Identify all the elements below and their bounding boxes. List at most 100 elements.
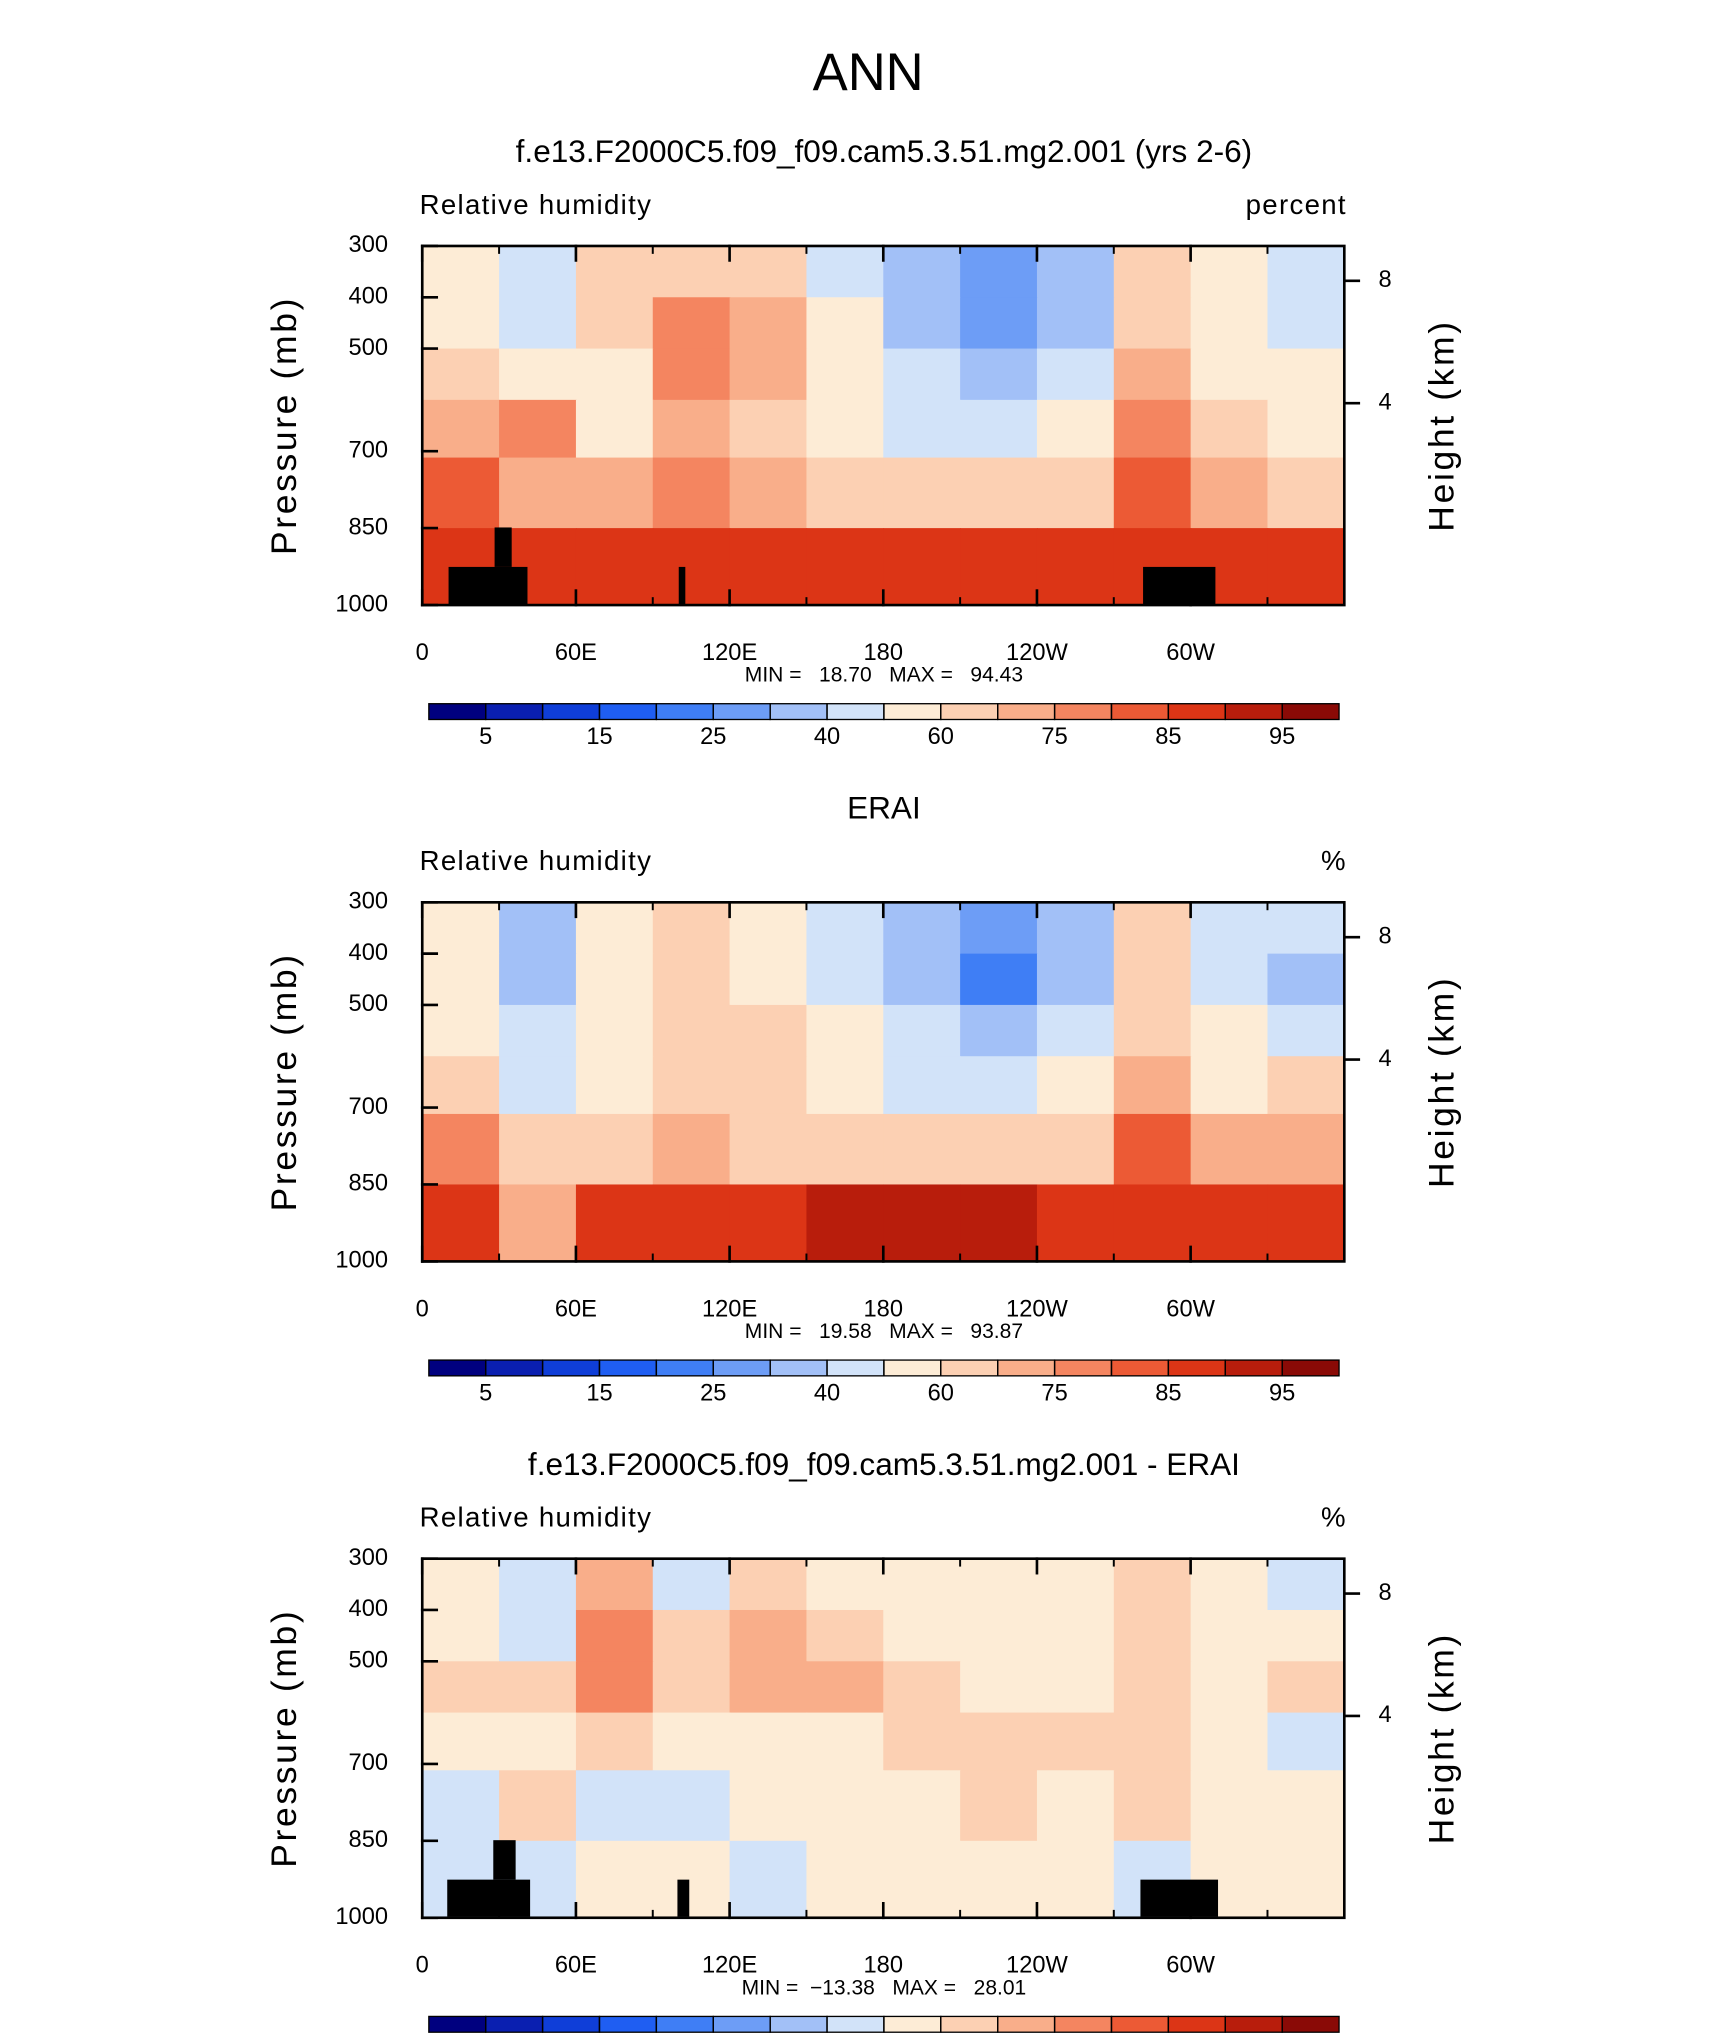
field-cell [729, 1712, 808, 1772]
units-label: % [1321, 845, 1347, 876]
field-cell [960, 348, 1038, 401]
y-tick-label: 500 [349, 335, 388, 361]
colorbar-box [428, 1359, 487, 1377]
field-cell [422, 1113, 500, 1186]
field-cell [575, 1712, 654, 1772]
field-cell [499, 1056, 577, 1115]
field-cell [575, 528, 654, 606]
colorbar-label: 40 [814, 724, 840, 750]
field-cell [499, 399, 577, 459]
colorbar-box [1110, 2015, 1170, 2033]
colorbar-label: 0 [877, 2037, 890, 2038]
x-tick-label: 60E [555, 1953, 597, 1979]
field-cell [729, 1184, 808, 1263]
colorbar-label: 25 [700, 724, 726, 750]
colorbar-box [1053, 703, 1113, 721]
colorbar-box [712, 1359, 771, 1377]
field-cell [1267, 1113, 1346, 1186]
y-tick-label: 850 [349, 1171, 388, 1197]
colorbar-label: 85 [1155, 724, 1181, 750]
field-cell [1036, 902, 1115, 955]
y-tick-label: 1000 [335, 1248, 388, 1274]
field-cell [883, 1770, 961, 1842]
field-cell [806, 1558, 885, 1611]
terrain-mask [1143, 566, 1216, 606]
x-tick-label: 120E [702, 1953, 757, 1979]
terrain-mask [494, 527, 512, 567]
field-cell [729, 1770, 808, 1842]
field-cell [806, 1609, 885, 1663]
field-cell [883, 1113, 961, 1186]
field-cell [960, 1770, 1038, 1842]
field-cell [883, 953, 961, 1006]
field-cell [499, 1558, 577, 1611]
stats-label: MIN = 18.70 MAX = 94.43 [745, 664, 1023, 687]
field-cell [422, 245, 500, 299]
field-cell [422, 1661, 500, 1714]
field-cell [652, 953, 731, 1006]
colorbar-box [1224, 2015, 1283, 2033]
field-cell [960, 245, 1038, 299]
field-cell [1036, 1558, 1115, 1611]
x-tick-label: 0 [416, 1296, 429, 1322]
field-cell [422, 348, 500, 401]
field-cell [960, 953, 1038, 1006]
field-cell [575, 1770, 654, 1842]
field-cell [575, 297, 654, 350]
field-cell [1190, 1004, 1269, 1058]
field-cell [1113, 1184, 1192, 1263]
panel-subtitle: Relative humidity [420, 189, 653, 220]
field-cell [1267, 1840, 1346, 1919]
field-cell [652, 1184, 731, 1263]
colorbar-box [940, 2015, 999, 2033]
colorbar-box [485, 1359, 544, 1377]
field-cell [1113, 1712, 1192, 1772]
field-cell [883, 1004, 961, 1058]
field-cell [575, 457, 654, 529]
field-cell [883, 1661, 961, 1714]
field-cell [1036, 1184, 1115, 1263]
field-cell [1036, 1609, 1115, 1663]
field-cell [806, 1661, 885, 1714]
colorbar-box [769, 1359, 828, 1377]
field-cell [960, 457, 1038, 529]
field-cell [422, 1056, 500, 1115]
colorbar-box [883, 2015, 942, 2033]
field-cell [960, 1113, 1038, 1186]
field-cell [652, 1056, 731, 1115]
y2-axis-label: Height (km) [1422, 976, 1462, 1188]
field-cell [1267, 1712, 1346, 1772]
field-cell [652, 245, 731, 299]
field-cell [960, 1056, 1038, 1115]
field-cell [960, 1558, 1038, 1611]
x-tick-label: 120W [1006, 1296, 1068, 1322]
field-cell [422, 1712, 500, 1772]
colorbar-box [1224, 1359, 1283, 1377]
field-cell [806, 953, 885, 1006]
field-cell [729, 245, 808, 299]
field-cell [652, 1712, 731, 1772]
field-cell [499, 1113, 577, 1186]
colorbar-box [997, 703, 1056, 721]
colorbar-label: 60 [928, 1381, 954, 1407]
field-cell [729, 1004, 808, 1058]
colorbar-box [769, 703, 828, 721]
y-tick-label: 300 [349, 232, 388, 258]
colorbar-label: 30 [1155, 2037, 1181, 2038]
colorbar-box [1053, 1359, 1113, 1377]
colorbar-label: 40 [1212, 2037, 1238, 2038]
terrain-mask [448, 566, 528, 606]
field-cell [729, 457, 808, 529]
field-cell [1267, 1770, 1346, 1842]
field-cell [806, 1004, 885, 1058]
field-cell [1190, 399, 1269, 459]
field-cell [422, 902, 500, 955]
terrain-mask [1140, 1879, 1219, 1917]
colorbar-box [485, 2015, 544, 2033]
field-cell [422, 399, 500, 459]
field-cell [1036, 953, 1115, 1006]
field-cell [652, 457, 731, 529]
field-cell [1036, 1004, 1115, 1058]
field-cell [652, 1558, 731, 1611]
field-cell [652, 902, 731, 955]
